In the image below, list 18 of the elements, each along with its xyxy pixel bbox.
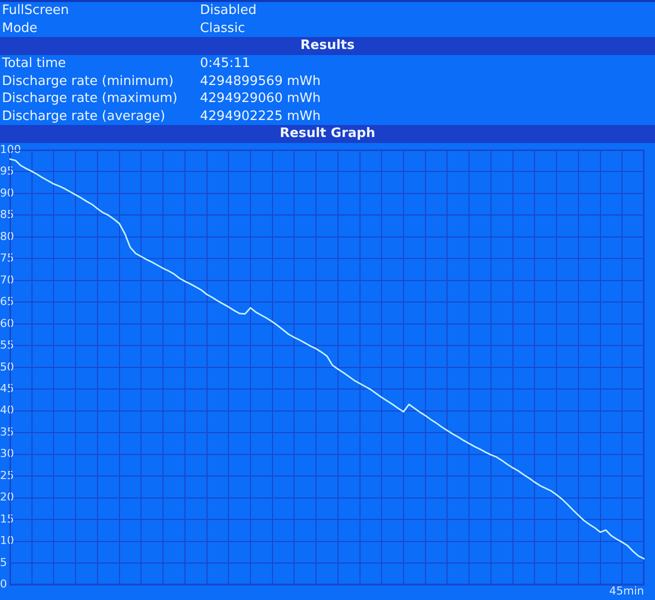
- y-tick-label: 5: [0, 556, 7, 569]
- x-axis-title: 45min: [609, 584, 644, 598]
- text: Discharge rate (average): [2, 108, 166, 124]
- text: 4294902225 mWh: [200, 108, 321, 125]
- text: 0:45:11: [200, 55, 250, 72]
- chart-title: Result Graph: [280, 126, 376, 141]
- text: Disabled: [200, 2, 256, 20]
- text: Total time: [2, 56, 66, 71]
- text: 4294899569 mWh: [200, 72, 321, 90]
- text: Discharge rate (maximum): [2, 91, 178, 106]
- text: 4294929060 mWh: [200, 90, 321, 108]
- y-tick-label: 80: [0, 230, 14, 243]
- text: FullScreen: [2, 3, 69, 18]
- text: Mode: [2, 20, 38, 36]
- chart-subtitle: Results: [300, 38, 355, 53]
- text: Discharge rate (minimum): [2, 74, 174, 88]
- text: Classic: [200, 20, 245, 37]
- y-tick-label: 0: [0, 578, 7, 591]
